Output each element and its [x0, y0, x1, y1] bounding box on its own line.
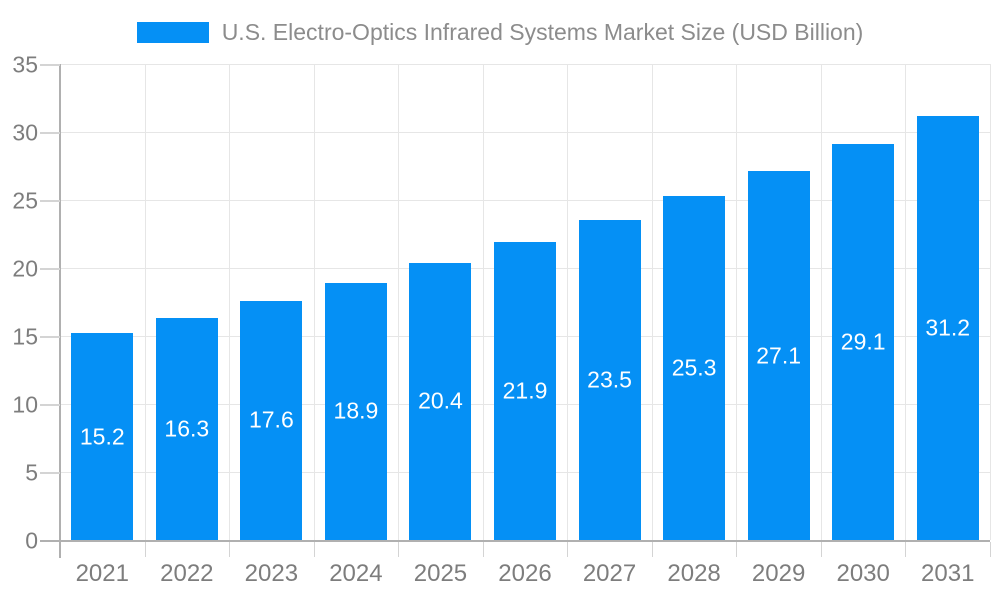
x-tick-label: 2027	[582, 560, 637, 587]
v-gridline	[990, 64, 991, 540]
bar-value-label: 20.4	[418, 387, 463, 414]
bar-value-label: 27.1	[756, 342, 802, 369]
bar-value-label: 25.3	[671, 354, 717, 381]
v-gridline	[905, 64, 907, 540]
bar	[747, 171, 810, 540]
x-tick	[229, 542, 231, 557]
bar	[155, 318, 218, 540]
bar	[409, 262, 472, 540]
bar-value-label: 15.2	[79, 423, 125, 450]
x-tick	[905, 542, 907, 557]
y-tick	[40, 336, 60, 338]
chart-title: U.S. Electro-Optics Infrared Systems Mar…	[221, 19, 864, 45]
x-tick-label: 2025	[413, 560, 468, 587]
y-tick-label: 15	[12, 323, 38, 350]
v-gridline	[651, 64, 653, 540]
x-tick	[398, 542, 400, 557]
bar-value-label: 16.3	[164, 415, 210, 442]
y-tick-label: 20	[12, 255, 38, 282]
x-tick	[567, 542, 569, 557]
h-gridline	[60, 200, 990, 201]
bar-value-label: 29.1	[840, 328, 886, 355]
y-tick	[40, 268, 60, 270]
bar	[494, 242, 556, 540]
y-tick	[40, 472, 60, 474]
y-tick-label: 25	[12, 187, 38, 214]
x-tick-label: 2021	[75, 560, 129, 587]
x-tick-label: 2022	[160, 560, 214, 587]
y-tick	[40, 200, 60, 202]
x-tick-label: 2029	[751, 560, 806, 587]
x-tick	[820, 542, 822, 557]
bar	[832, 144, 895, 540]
x-tick-label: 2024	[329, 560, 383, 587]
chart-legend[interactable]: U.S. Electro-Optics Infrared Systems Mar…	[0, 19, 1000, 46]
x-tick	[990, 542, 991, 557]
v-gridline	[567, 64, 569, 540]
v-gridline	[229, 64, 231, 540]
v-gridline	[482, 64, 484, 540]
bar-value-label: 18.9	[333, 397, 379, 424]
h-gridline	[60, 64, 990, 65]
bar-value-label: 31.2	[925, 314, 971, 341]
x-tick-label: 2031	[921, 560, 975, 587]
bar-value-label: 17.6	[248, 406, 294, 433]
bar	[324, 282, 387, 540]
y-axis-line	[59, 64, 61, 558]
y-tick-label: 30	[12, 119, 38, 146]
bar	[71, 333, 134, 540]
x-tick	[482, 542, 484, 557]
v-gridline	[736, 64, 738, 540]
y-tick-label: 35	[12, 51, 38, 78]
x-axis-line	[40, 540, 990, 542]
x-tick	[736, 542, 738, 557]
x-tick-label: 2028	[667, 560, 721, 587]
h-gridline	[60, 132, 990, 133]
v-gridline	[820, 64, 822, 540]
x-tick-label: 2030	[836, 560, 890, 587]
bar	[916, 115, 979, 540]
x-tick	[651, 542, 653, 557]
bar	[663, 195, 726, 540]
bar-value-label: 21.9	[502, 377, 548, 404]
y-tick-label: 0	[25, 527, 38, 554]
y-tick	[40, 132, 60, 134]
legend-swatch-icon	[136, 22, 209, 43]
bar-value-label: 23.5	[587, 366, 632, 393]
bar	[240, 300, 303, 540]
x-tick-label: 2026	[498, 560, 552, 587]
v-gridline	[144, 64, 146, 540]
x-tick-label: 2023	[244, 560, 299, 587]
x-tick	[313, 542, 315, 557]
v-gridline	[313, 64, 315, 540]
v-gridline	[398, 64, 400, 540]
y-tick	[40, 64, 60, 66]
y-tick	[40, 404, 60, 406]
bar	[578, 220, 641, 540]
x-tick	[144, 542, 146, 557]
y-tick-label: 5	[25, 459, 38, 486]
y-tick-label: 10	[12, 391, 38, 418]
